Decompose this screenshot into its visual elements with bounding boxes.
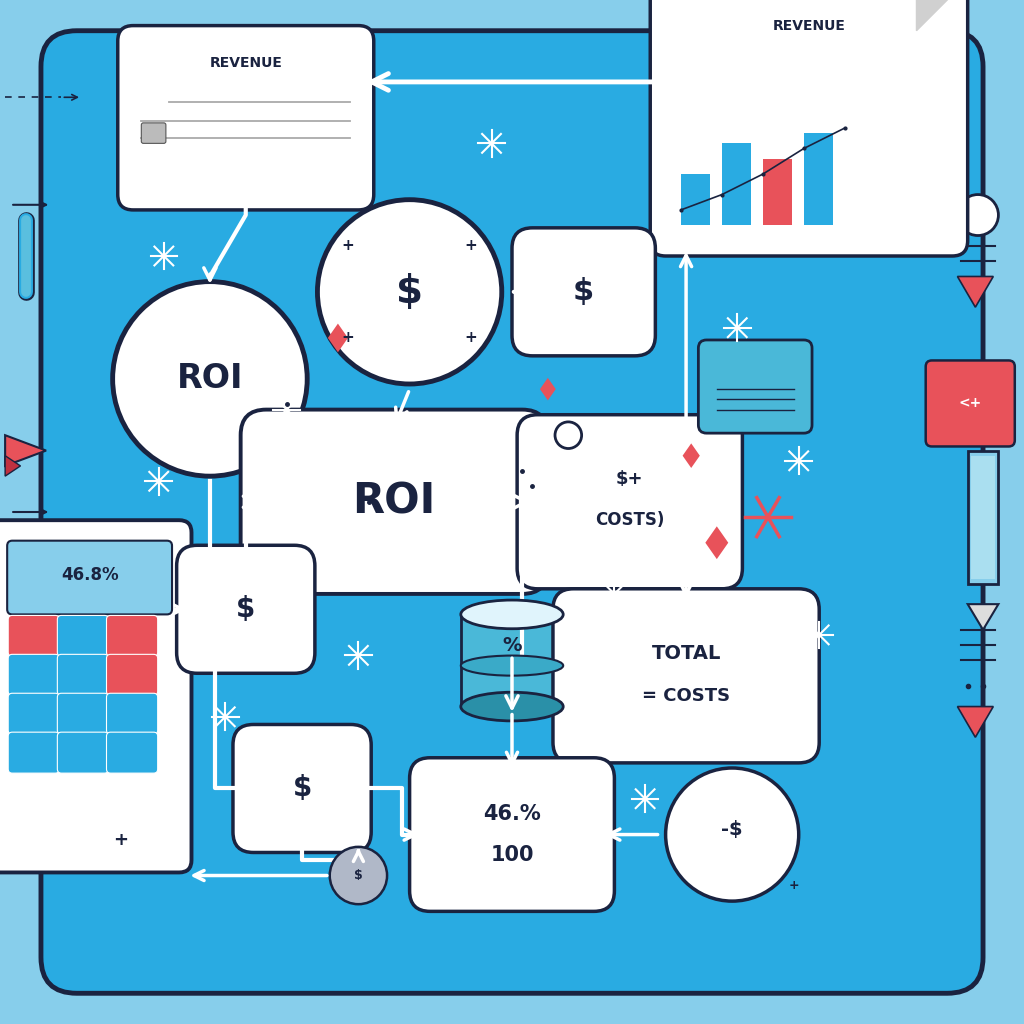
FancyBboxPatch shape (106, 693, 158, 734)
Text: -$: -$ (721, 820, 743, 839)
Ellipse shape (461, 655, 563, 676)
FancyBboxPatch shape (141, 123, 166, 143)
FancyBboxPatch shape (698, 340, 812, 433)
FancyBboxPatch shape (553, 589, 819, 763)
Polygon shape (968, 451, 998, 584)
FancyBboxPatch shape (241, 410, 548, 594)
FancyBboxPatch shape (0, 520, 191, 872)
Polygon shape (328, 324, 348, 352)
Circle shape (330, 847, 387, 904)
Polygon shape (5, 435, 46, 466)
Polygon shape (540, 378, 556, 400)
Text: = COSTS: = COSTS (642, 687, 730, 706)
FancyBboxPatch shape (233, 725, 372, 852)
FancyBboxPatch shape (106, 732, 158, 773)
Text: +: + (465, 239, 477, 253)
Text: 46.8%: 46.8% (60, 566, 119, 585)
Circle shape (26, 773, 67, 814)
FancyBboxPatch shape (410, 758, 614, 911)
Polygon shape (957, 707, 993, 737)
Circle shape (555, 422, 582, 449)
Circle shape (957, 195, 998, 236)
FancyBboxPatch shape (8, 732, 59, 773)
FancyBboxPatch shape (106, 654, 158, 695)
Text: $: $ (293, 774, 311, 803)
Text: 46.%: 46.% (483, 804, 541, 824)
Polygon shape (971, 456, 995, 579)
FancyBboxPatch shape (57, 732, 109, 773)
FancyBboxPatch shape (41, 31, 983, 993)
Polygon shape (968, 604, 998, 630)
Bar (722, 143, 751, 225)
Text: ROI: ROI (352, 480, 436, 523)
FancyBboxPatch shape (7, 541, 172, 614)
Bar (461, 614, 563, 707)
Text: COSTS): COSTS) (595, 511, 665, 529)
Polygon shape (916, 0, 952, 31)
FancyBboxPatch shape (8, 615, 59, 656)
FancyBboxPatch shape (8, 654, 59, 695)
Text: %: % (502, 636, 522, 654)
Text: REVENUE: REVENUE (772, 18, 846, 33)
Text: +: + (788, 880, 799, 892)
Text: ROI: ROI (177, 362, 243, 395)
Text: $: $ (396, 272, 423, 311)
Circle shape (666, 768, 799, 901)
Bar (763, 159, 792, 225)
FancyBboxPatch shape (57, 654, 109, 695)
FancyBboxPatch shape (8, 693, 59, 734)
FancyBboxPatch shape (57, 615, 109, 656)
Text: $: $ (573, 278, 594, 306)
Text: +: + (113, 830, 128, 849)
Text: +: + (342, 331, 354, 345)
FancyBboxPatch shape (176, 545, 315, 674)
Text: +: + (342, 239, 354, 253)
FancyBboxPatch shape (106, 615, 158, 656)
Circle shape (317, 200, 502, 384)
Polygon shape (957, 276, 993, 307)
Text: $+: $+ (616, 470, 643, 488)
Text: REVENUE: REVENUE (209, 56, 283, 71)
Circle shape (113, 282, 307, 476)
Text: TOTAL: TOTAL (651, 644, 721, 663)
FancyBboxPatch shape (650, 0, 968, 256)
FancyBboxPatch shape (57, 693, 109, 734)
Polygon shape (706, 526, 728, 559)
FancyBboxPatch shape (512, 227, 655, 355)
Bar (804, 133, 833, 225)
Text: $: $ (237, 595, 255, 624)
Polygon shape (5, 456, 20, 476)
FancyBboxPatch shape (926, 360, 1015, 446)
Text: +: + (465, 331, 477, 345)
Text: <+: <+ (958, 396, 981, 411)
Text: 100: 100 (490, 845, 534, 865)
FancyBboxPatch shape (118, 26, 374, 210)
Ellipse shape (461, 600, 563, 629)
FancyBboxPatch shape (517, 415, 742, 589)
Polygon shape (683, 443, 699, 468)
Bar (681, 174, 710, 225)
Ellipse shape (461, 692, 563, 721)
Text: $: $ (354, 869, 362, 882)
